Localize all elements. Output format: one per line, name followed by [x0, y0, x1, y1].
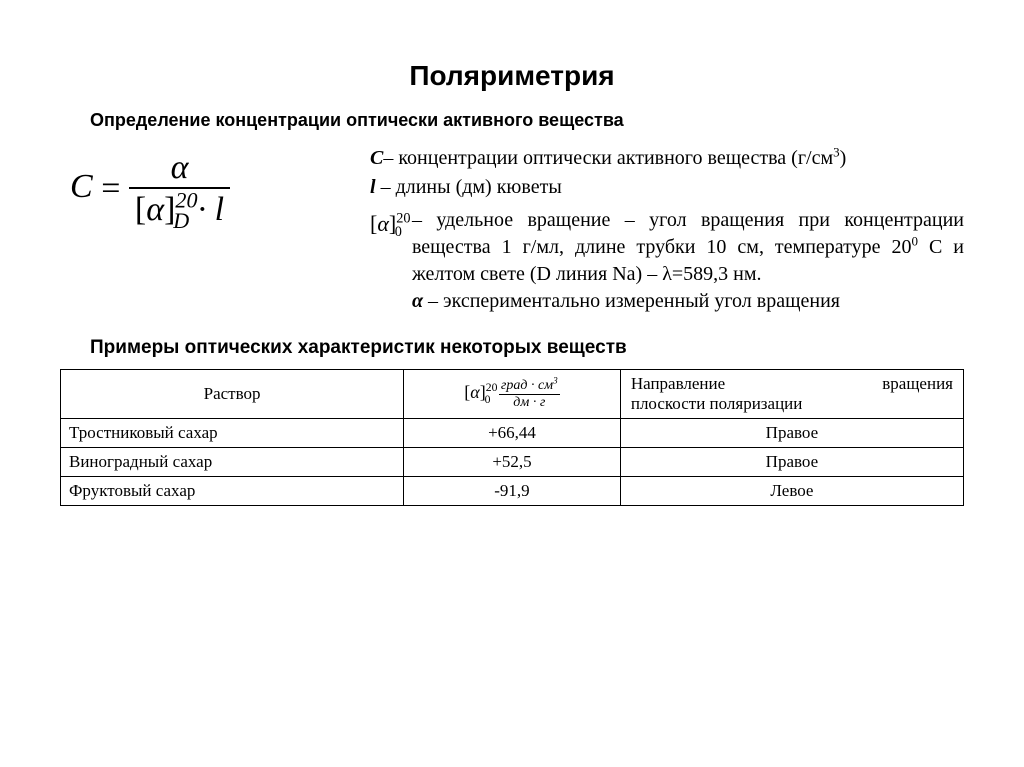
def-alpha-text: – экспериментально измеренный угол враще…: [423, 290, 840, 312]
subtitle: Определение концентрации оптически актив…: [90, 110, 964, 131]
def-alpha0-block: [α]200 – удельное вращение – угол вращен…: [370, 207, 964, 315]
th-solution: Раствор: [61, 370, 404, 419]
th-direction-line1: Направление вращения: [631, 374, 953, 394]
table-body: Тростниковый сахар +66,44 Правое Виногра…: [61, 419, 964, 506]
table-row: Тростниковый сахар +66,44 Правое: [61, 419, 964, 448]
th-alpha-sup: 20: [486, 381, 498, 394]
formula-row: C = α [α]20D · l C– концентрации оптичес…: [60, 145, 964, 315]
cell-name: Фруктовый сахар: [61, 477, 404, 506]
def-C-text: – концентрации оптически активного вещес…: [383, 147, 833, 169]
def-C: C– концентрации оптически активного веще…: [370, 145, 964, 172]
cell-value: -91,9: [404, 477, 621, 506]
formula-denominator: [α]20D · l: [129, 189, 230, 227]
table-row: Фруктовый сахар -91,9 Левое: [61, 477, 964, 506]
formula-box: C = α [α]20D · l: [60, 145, 330, 227]
th-direction-line2: плоскости поляризации: [631, 394, 953, 414]
cell-dir: Правое: [620, 448, 963, 477]
th-units-num: град · см3: [499, 379, 560, 395]
den-bracket-open: [: [135, 191, 146, 228]
th-rotation: [α]200 град · см3 дм · г: [404, 370, 621, 419]
cell-dir: Правое: [620, 419, 963, 448]
def-l: l – длины (дм) кюветы: [370, 174, 964, 201]
th-alpha-a: α: [470, 382, 479, 402]
cell-value: +52,5: [404, 448, 621, 477]
cell-name: Тростниковый сахар: [61, 419, 404, 448]
def-alpha0-text: – удельное вращение – угол вращения при …: [412, 207, 964, 315]
def-alpha0-token: [α]200: [370, 207, 402, 239]
cell-value: +66,44: [404, 419, 621, 448]
table-title: Примеры оптических характеристик некотор…: [90, 337, 964, 359]
cell-name: Виноградный сахар: [61, 448, 404, 477]
den-dot: ·: [189, 191, 215, 228]
den-l: l: [215, 191, 224, 228]
definitions-column: C– концентрации оптически активного веще…: [370, 145, 964, 315]
th-units-num-text: град · см: [501, 378, 553, 393]
th-units-num-sup: 3: [553, 375, 558, 385]
formula-lhs: C: [70, 168, 93, 205]
th-dir-b: вращения: [882, 374, 953, 394]
udash: –: [412, 209, 436, 231]
alpha0-sub: 0: [395, 224, 402, 240]
th-direction: Направление вращения плоскости поляризац…: [620, 370, 963, 419]
def-C-symbol: C: [370, 147, 383, 169]
properties-table: Раствор [α]200 град · см3 дм · г Направл…: [60, 369, 964, 506]
page-root: Поляриметрия Определение концентрации оп…: [0, 0, 1024, 546]
den-alpha: α: [146, 191, 164, 228]
formula-numerator: α: [129, 151, 230, 189]
th-dir-a: Направление: [631, 374, 725, 394]
def-l-text: – длины (дм) кюветы: [376, 176, 562, 198]
page-title: Поляриметрия: [60, 60, 964, 92]
table-header-row: Раствор [α]200 град · см3 дм · г Направл…: [61, 370, 964, 419]
main-formula: C = α [α]20D · l: [70, 168, 230, 205]
den-sub: D: [173, 208, 189, 233]
formula-fraction: α [α]20D · l: [129, 151, 230, 227]
rot-text-1: удельное вращение – угол вращения при ко…: [412, 209, 964, 258]
th-units-den: дм · г: [499, 395, 560, 410]
th-alpha-sub: 0: [485, 393, 491, 406]
th-alpha-token: [α]200: [464, 382, 495, 402]
th-units: град · см3 дм · г: [499, 379, 560, 410]
table-row: Виноградный сахар +52,5 Правое: [61, 448, 964, 477]
cell-dir: Левое: [620, 477, 963, 506]
def-C-tail: ): [840, 147, 847, 169]
equals-sign: =: [101, 170, 129, 207]
def-alpha-symbol: α: [412, 290, 423, 312]
alpha0-a: α: [377, 211, 389, 236]
